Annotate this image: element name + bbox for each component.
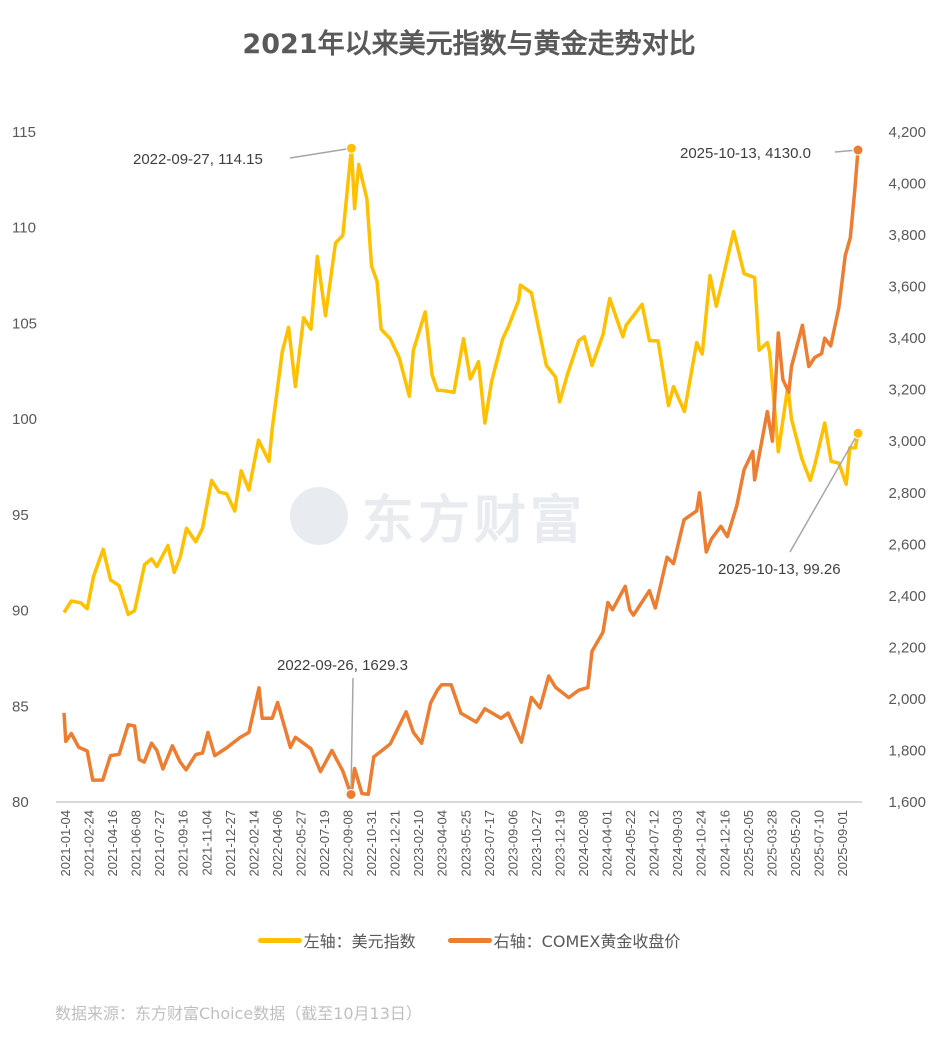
x-tick-label: 2022-07-19 (317, 810, 332, 877)
right-tick-label: 4,200 (888, 124, 926, 141)
x-tick-label: 2024-04-01 (600, 810, 615, 877)
legend-item-gold[interactable]: 右轴：COMEX黄金收盘价 (447, 928, 681, 952)
annotation-label: 2025-10-13, 99.26 (718, 561, 841, 578)
x-tick-label: 2023-05-25 (458, 810, 473, 877)
x-tick-label: 2021-07-27 (152, 810, 167, 877)
watermark: 东方财富 (290, 478, 586, 553)
x-tick-label: 2022-05-27 (293, 810, 308, 877)
x-tick-label: 2021-06-08 (129, 810, 144, 877)
x-tick-label: 2023-10-27 (529, 810, 544, 877)
x-tick-label: 2023-12-19 (552, 810, 567, 877)
right-tick-label: 2,800 (888, 485, 926, 502)
right-tick-label: 2,200 (888, 639, 926, 656)
x-tick-label: 2025-07-10 (811, 810, 826, 877)
annotation-leader (289, 147, 352, 159)
x-tick-label: 2022-09-08 (341, 810, 356, 877)
x-tick-label: 2021-01-04 (58, 810, 73, 877)
source-note: 数据来源：东方财富Choice数据（截至10月13日） (55, 1004, 422, 1023)
x-tick-label: 2025-05-20 (788, 810, 803, 877)
right-tick-label: 2,600 (888, 536, 926, 553)
dxy-line (62, 146, 860, 617)
x-tick-label: 2023-07-17 (482, 810, 497, 877)
left-tick-label: 115 (12, 124, 36, 141)
x-tick-label: 2025-09-01 (835, 810, 850, 877)
x-tick-label: 2024-05-22 (623, 810, 638, 877)
annotation-point (345, 788, 357, 800)
x-tick-label: 2024-09-03 (670, 810, 685, 877)
x-tick-label: 2023-02-10 (411, 810, 426, 877)
watermark-logo-icon (290, 486, 348, 545)
chart-title: 2021年以来美元指数与黄金走势对比 (242, 29, 696, 60)
x-tick-label: 2022-10-31 (364, 810, 379, 877)
left-tick-label: 80 (12, 794, 29, 811)
x-tick-label: 2024-07-12 (647, 810, 662, 877)
left-tick-label: 100 (12, 411, 37, 428)
x-tick-label: 2022-02-14 (246, 810, 261, 877)
annotation-label: 2025-10-13, 4130.0 (680, 145, 811, 162)
x-tick-label: 2021-04-16 (105, 810, 120, 877)
x-tick-label: 2024-10-24 (694, 810, 709, 877)
left-tick-label: 105 (12, 315, 37, 332)
annotation-label: 2022-09-26, 1629.3 (277, 657, 408, 674)
annotation-point (852, 427, 864, 439)
x-tick-label: 2023-09-06 (505, 810, 520, 877)
watermark-text: 东方财富 (362, 491, 587, 551)
right-tick-label: 1,800 (888, 742, 926, 759)
x-tick-label: 2022-04-06 (270, 810, 285, 877)
right-tick-label: 3,600 (888, 279, 926, 296)
annotation-leader (789, 432, 859, 553)
right-tick-label: 3,200 (888, 382, 926, 399)
x-tick-label: 2021-09-16 (176, 810, 191, 877)
left-tick-label: 110 (12, 220, 36, 237)
legend-label-gold: 右轴：COMEX黄金收盘价 (493, 932, 681, 951)
right-tick-label: 2,400 (888, 588, 926, 605)
x-tick-label: 2025-02-05 (741, 810, 756, 877)
x-tick-label: 2024-12-16 (717, 810, 732, 877)
left-tick-label: 95 (12, 507, 29, 524)
chart-svg: 80 85 90 95 100 105 110 115 1,600 1,800 2,000 2,200… (12, 124, 926, 877)
annotation-point (345, 142, 357, 154)
x-tick-label: 2025-03-28 (764, 810, 779, 877)
x-tick-label: 2021-02-24 (82, 810, 97, 877)
legend-label-dxy: 左轴：美元指数 (303, 932, 416, 951)
legend: 左轴：美元指数 右轴：COMEX黄金收盘价 (0, 928, 938, 952)
annotation-point (852, 144, 864, 156)
right-tick-label: 3,400 (888, 330, 926, 347)
x-tick-label: 2021-12-27 (223, 810, 238, 877)
x-tick-label: 2021-11-04 (199, 810, 214, 876)
legend-swatch-dxy (257, 937, 302, 943)
left-tick-label: 90 (12, 603, 29, 620)
x-tick-label: 2022-12-21 (388, 810, 403, 877)
gold-line (62, 149, 860, 797)
legend-swatch-gold (447, 937, 492, 943)
x-tick-label: 2024-02-08 (576, 810, 591, 877)
x-tick-label: 2023-04-04 (435, 810, 450, 877)
right-tick-label: 2,000 (888, 691, 926, 708)
annotation-leader (350, 677, 354, 795)
right-tick-label: 3,800 (888, 227, 926, 244)
right-tick-label: 4,000 (888, 176, 926, 193)
right-tick-label: 1,600 (888, 794, 926, 811)
legend-item-dxy[interactable]: 左轴：美元指数 (257, 928, 416, 952)
left-tick-label: 85 (12, 698, 29, 715)
right-tick-label: 3,000 (888, 433, 926, 450)
annotation-label: 2022-09-27, 114.15 (133, 151, 263, 168)
